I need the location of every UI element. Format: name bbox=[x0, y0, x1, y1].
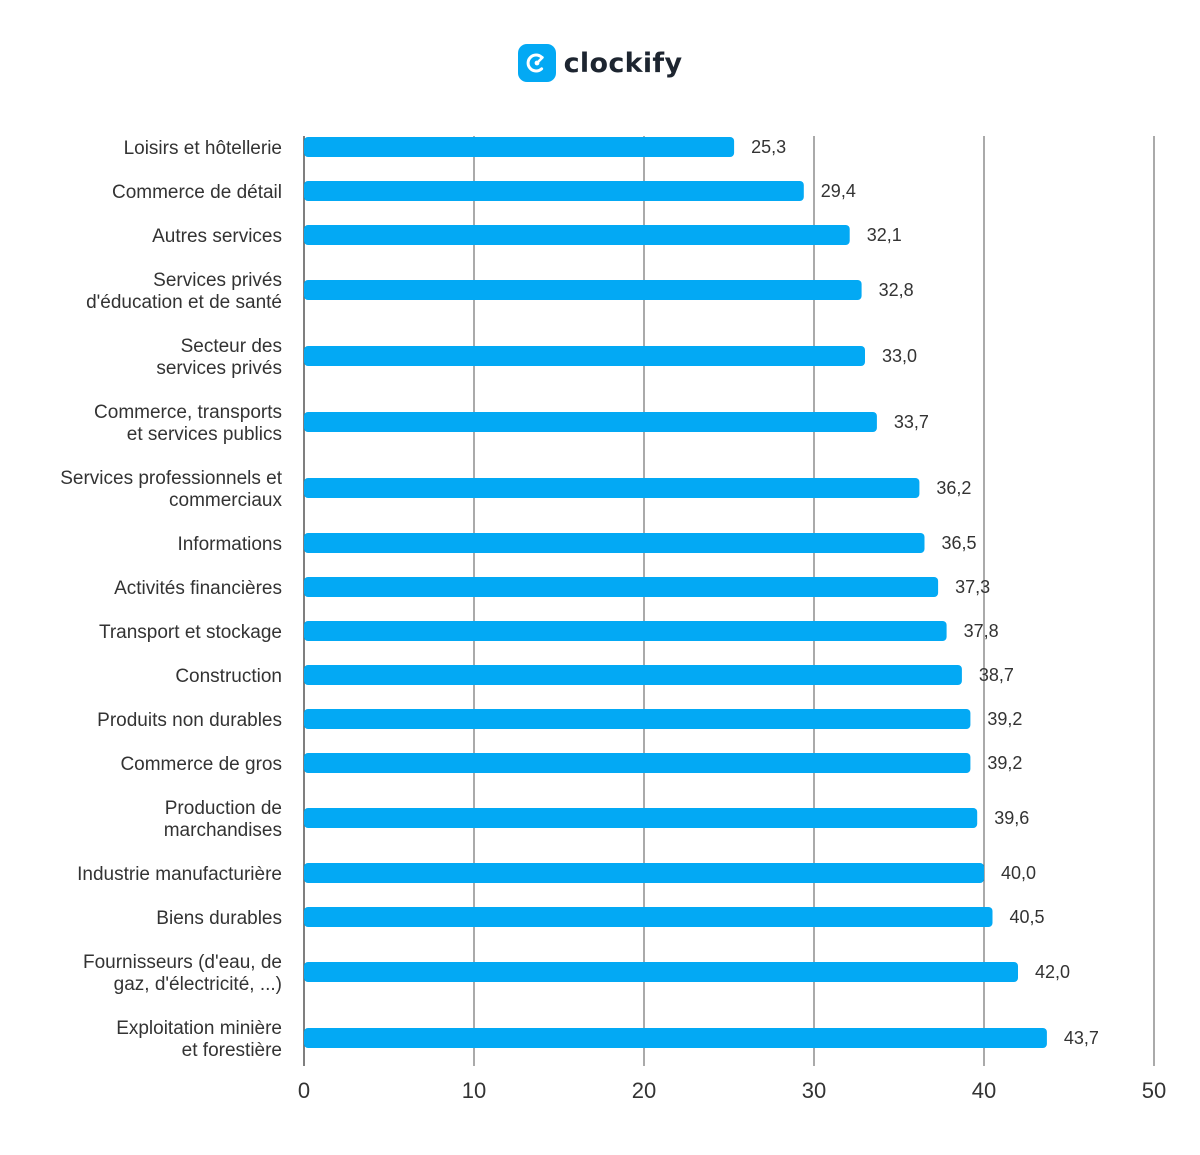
category-label: Services privés d'éducation et de santé bbox=[86, 270, 282, 313]
category-label-line: gaz, d'électricité, ...) bbox=[114, 974, 282, 995]
category-label: Commerce de détail bbox=[112, 182, 282, 203]
bar bbox=[304, 577, 939, 597]
category-label-line: Services professionnels et bbox=[60, 468, 282, 489]
bar bbox=[304, 621, 947, 641]
value-label: 40,0 bbox=[1001, 863, 1036, 883]
bar bbox=[304, 346, 865, 366]
value-label: 39,2 bbox=[987, 753, 1022, 773]
value-label: 33,0 bbox=[882, 346, 917, 366]
category-label: Commerce de gros bbox=[120, 754, 282, 775]
value-label: 37,3 bbox=[955, 577, 990, 597]
x-tick-label: 50 bbox=[1142, 1078, 1166, 1103]
bar bbox=[304, 808, 978, 828]
value-label: 36,2 bbox=[936, 478, 971, 498]
value-label: 32,8 bbox=[879, 280, 914, 300]
category-label: Industrie manufacturière bbox=[77, 864, 282, 885]
x-tick-label: 30 bbox=[802, 1078, 826, 1103]
category-label-line: Produits non durables bbox=[97, 710, 282, 731]
category-label-line: Industrie manufacturière bbox=[77, 864, 282, 885]
category-label: Activités financières bbox=[114, 578, 282, 599]
category-label-line: Production de bbox=[165, 798, 282, 819]
clockify-logo-icon bbox=[517, 44, 556, 82]
value-label: 42,0 bbox=[1035, 962, 1070, 982]
category-label-line: Fournisseurs (d'eau, de bbox=[83, 952, 282, 973]
category-label: Produits non durables bbox=[97, 710, 282, 731]
category-label: Fournisseurs (d'eau, de gaz, d'électricit… bbox=[83, 952, 282, 995]
x-tick-label: 0 bbox=[298, 1078, 310, 1103]
bar bbox=[304, 225, 850, 245]
value-label: 29,4 bbox=[821, 181, 856, 201]
bar bbox=[304, 280, 862, 300]
value-label: 25,3 bbox=[751, 137, 786, 157]
bar bbox=[304, 137, 735, 157]
brand-name: clockify bbox=[563, 47, 683, 79]
category-label-line: Biens durables bbox=[156, 908, 282, 929]
category-label: Commerce, transports et services publics bbox=[94, 402, 282, 445]
bar bbox=[304, 962, 1018, 982]
bar bbox=[304, 665, 962, 685]
bar bbox=[304, 907, 993, 927]
category-label-line: et services publics bbox=[127, 424, 282, 445]
value-label: 32,1 bbox=[867, 225, 902, 245]
category-label: Construction bbox=[175, 666, 282, 687]
category-label: Loisirs et hôtellerie bbox=[124, 138, 282, 159]
value-label: 43,7 bbox=[1064, 1028, 1099, 1048]
bar bbox=[304, 478, 920, 498]
category-label: Production de marchandises bbox=[164, 798, 282, 841]
category-label-line: Exploitation minière bbox=[116, 1018, 282, 1039]
x-tick-label: 20 bbox=[632, 1078, 656, 1103]
category-label-line: Secteur des bbox=[181, 336, 282, 357]
value-label: 33,7 bbox=[894, 412, 929, 432]
category-label-line: Activités financières bbox=[114, 578, 282, 599]
bar bbox=[304, 709, 971, 729]
category-label: Autres services bbox=[152, 226, 282, 247]
bar bbox=[304, 863, 984, 883]
x-tick-label: 10 bbox=[462, 1078, 486, 1103]
category-label-line: commerciaux bbox=[169, 490, 282, 511]
category-label-line: marchandises bbox=[164, 820, 282, 841]
value-label: 40,5 bbox=[1010, 907, 1045, 927]
category-label: Secteur des services privés bbox=[156, 336, 282, 379]
value-label: 36,5 bbox=[942, 533, 977, 553]
category-label-line: Commerce de détail bbox=[112, 182, 282, 203]
bar bbox=[304, 753, 971, 773]
bar bbox=[304, 1028, 1047, 1048]
category-label: Services professionnels et commerciaux bbox=[60, 468, 282, 511]
category-label-line: et forestière bbox=[182, 1040, 282, 1061]
category-label: Exploitation minière et forestière bbox=[116, 1018, 282, 1061]
category-label: Transport et stockage bbox=[99, 622, 282, 643]
bar bbox=[304, 533, 925, 553]
category-label-line: Loisirs et hôtellerie bbox=[124, 138, 282, 159]
category-label: Biens durables bbox=[156, 908, 282, 929]
category-label-line: Commerce, transports bbox=[94, 402, 282, 423]
category-label-line: d'éducation et de santé bbox=[86, 292, 282, 313]
category-label-line: services privés bbox=[156, 358, 282, 379]
category-label-line: Transport et stockage bbox=[99, 622, 282, 643]
x-tick-label: 40 bbox=[972, 1078, 996, 1103]
category-label-line: Construction bbox=[175, 666, 282, 687]
bar bbox=[304, 412, 877, 432]
value-label: 39,2 bbox=[987, 709, 1022, 729]
brand-logo: clockify bbox=[0, 44, 1200, 82]
category-label-line: Services privés bbox=[153, 270, 282, 291]
category-label-line: Commerce de gros bbox=[120, 754, 282, 775]
value-label: 38,7 bbox=[979, 665, 1014, 685]
bar bbox=[304, 181, 804, 201]
category-label-line: Autres services bbox=[152, 226, 282, 247]
value-label: 37,8 bbox=[964, 621, 999, 641]
value-label: 39,6 bbox=[994, 808, 1029, 828]
category-label: Informations bbox=[177, 534, 282, 555]
category-label-line: Informations bbox=[177, 534, 282, 555]
